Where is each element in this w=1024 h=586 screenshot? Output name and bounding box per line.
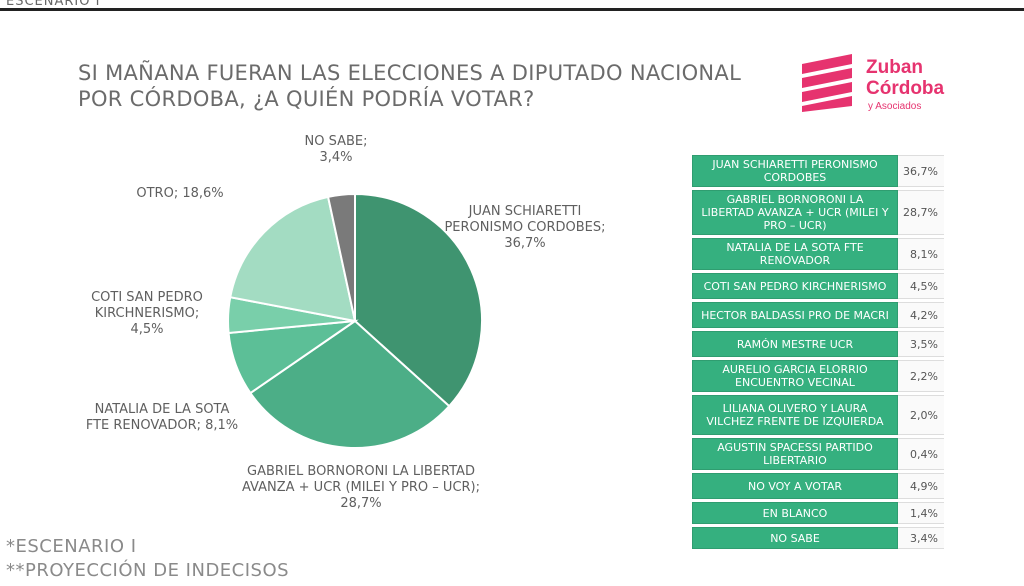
results-table: JUAN SCHIARETTI PERONISMO CORDOBES 36,7% G… [692, 152, 944, 552]
row-name: NO VOY A VOTAR [692, 473, 898, 499]
row-value: 3,4% [898, 527, 944, 549]
table-row: LILIANA OLIVERO Y LAURA VILCHEZ FRENTE D… [692, 395, 944, 435]
row-value: 4,2% [898, 302, 944, 328]
table-row: HECTOR BALDASSI PRO DE MACRI 4,2% [692, 302, 944, 328]
table-row: NO SABE 3,4% [692, 527, 944, 549]
table-row: EN BLANCO 1,4% [692, 502, 944, 524]
row-name: HECTOR BALDASSI PRO DE MACRI [692, 302, 898, 328]
row-name: NO SABE [692, 527, 898, 549]
scenario-header: ESCENARIO I [6, 0, 101, 9]
slice-schiaretti [354, 192, 483, 408]
row-value: 8,1% [898, 238, 944, 270]
table-row: NO VOY A VOTAR 4,9% [692, 473, 944, 499]
row-value: 0,4% [898, 438, 944, 470]
row-name: COTI SAN PEDRO KIRCHNERISMO [692, 273, 898, 299]
row-value: 4,5% [898, 273, 944, 299]
logo-line-3: y Asociados [868, 101, 922, 112]
label-delasota: NATALIA DE LA SOTA FTE RENOVADOR; 8,1% [85, 402, 239, 433]
label-nosabe: NO SABE; 3,4% [304, 134, 368, 165]
row-name: LILIANA OLIVERO Y LAURA VILCHEZ FRENTE D… [692, 395, 898, 435]
title-line-1: SI MAÑANA FUERAN LAS ELECCIONES A DIPUTA… [78, 61, 742, 85]
row-value: 3,5% [898, 331, 944, 357]
row-name: AURELIO GARCIA ELORRIO ENCUENTRO VECINAL [692, 360, 898, 392]
label-schiaretti: JUAN SCHIARETTI PERONISMO CORDOBES; 36,7% [444, 204, 606, 251]
row-name: NATALIA DE LA SOTA FTE RENOVADOR [692, 238, 898, 270]
row-name: GABRIEL BORNORONI LA LIBERTAD AVANZA + U… [692, 190, 898, 235]
slice-otro [229, 195, 357, 323]
table-row: COTI SAN PEDRO KIRCHNERISMO 4,5% [692, 273, 944, 299]
pie-chart [227, 192, 483, 449]
footer-scenario: *ESCENARIO I [6, 536, 137, 557]
table-row: NATALIA DE LA SOTA FTE RENOVADOR 8,1% [692, 238, 944, 270]
row-name: RAMÓN MESTRE UCR [692, 331, 898, 357]
row-value: 4,9% [898, 473, 944, 499]
slice-nosabe [326, 192, 356, 322]
label-sanpedro: COTI SAN PEDRO KIRCHNERISMO; 4,5% [91, 290, 203, 337]
label-bornoroni: GABRIEL BORNORONI LA LIBERTAD AVANZA + UC… [241, 464, 481, 511]
row-name: JUAN SCHIARETTI PERONISMO CORDOBES [692, 155, 898, 187]
slice-bornoroni [249, 319, 451, 449]
row-value: 28,7% [898, 190, 944, 235]
row-value: 2,2% [898, 360, 944, 392]
row-name: EN BLANCO [692, 502, 898, 524]
row-value: 1,4% [898, 502, 944, 524]
row-value: 36,7% [898, 155, 944, 187]
table-row: GABRIEL BORNORONI LA LIBERTAD AVANZA + U… [692, 190, 944, 235]
label-otro: OTRO; 18,6% [136, 186, 224, 201]
logo-line-2: Córdoba [866, 78, 945, 99]
chart-title: SI MAÑANA FUERAN LAS ELECCIONES A DIPUTA… [78, 60, 778, 112]
top-rule [0, 8, 1024, 11]
row-name: AGUSTIN SPACESSI PARTIDO LIBERTARIO [692, 438, 898, 470]
footer-projection: **PROYECCIÓN DE INDECISOS [6, 560, 290, 581]
title-line-2: POR CÓRDOBA, ¿A QUIÉN PODRÍA VOTAR? [78, 87, 535, 111]
table-row: RAMÓN MESTRE UCR 3,5% [692, 331, 944, 357]
zuban-logo-icon [802, 54, 852, 112]
table-row: JUAN SCHIARETTI PERONISMO CORDOBES 36,7% [692, 155, 944, 187]
table-row: AURELIO GARCIA ELORRIO ENCUENTRO VECINAL… [692, 360, 944, 392]
logo-line-1: Zuban [866, 57, 923, 78]
row-value: 2,0% [898, 395, 944, 435]
table-row: AGUSTIN SPACESSI PARTIDO LIBERTARIO 0,4% [692, 438, 944, 470]
